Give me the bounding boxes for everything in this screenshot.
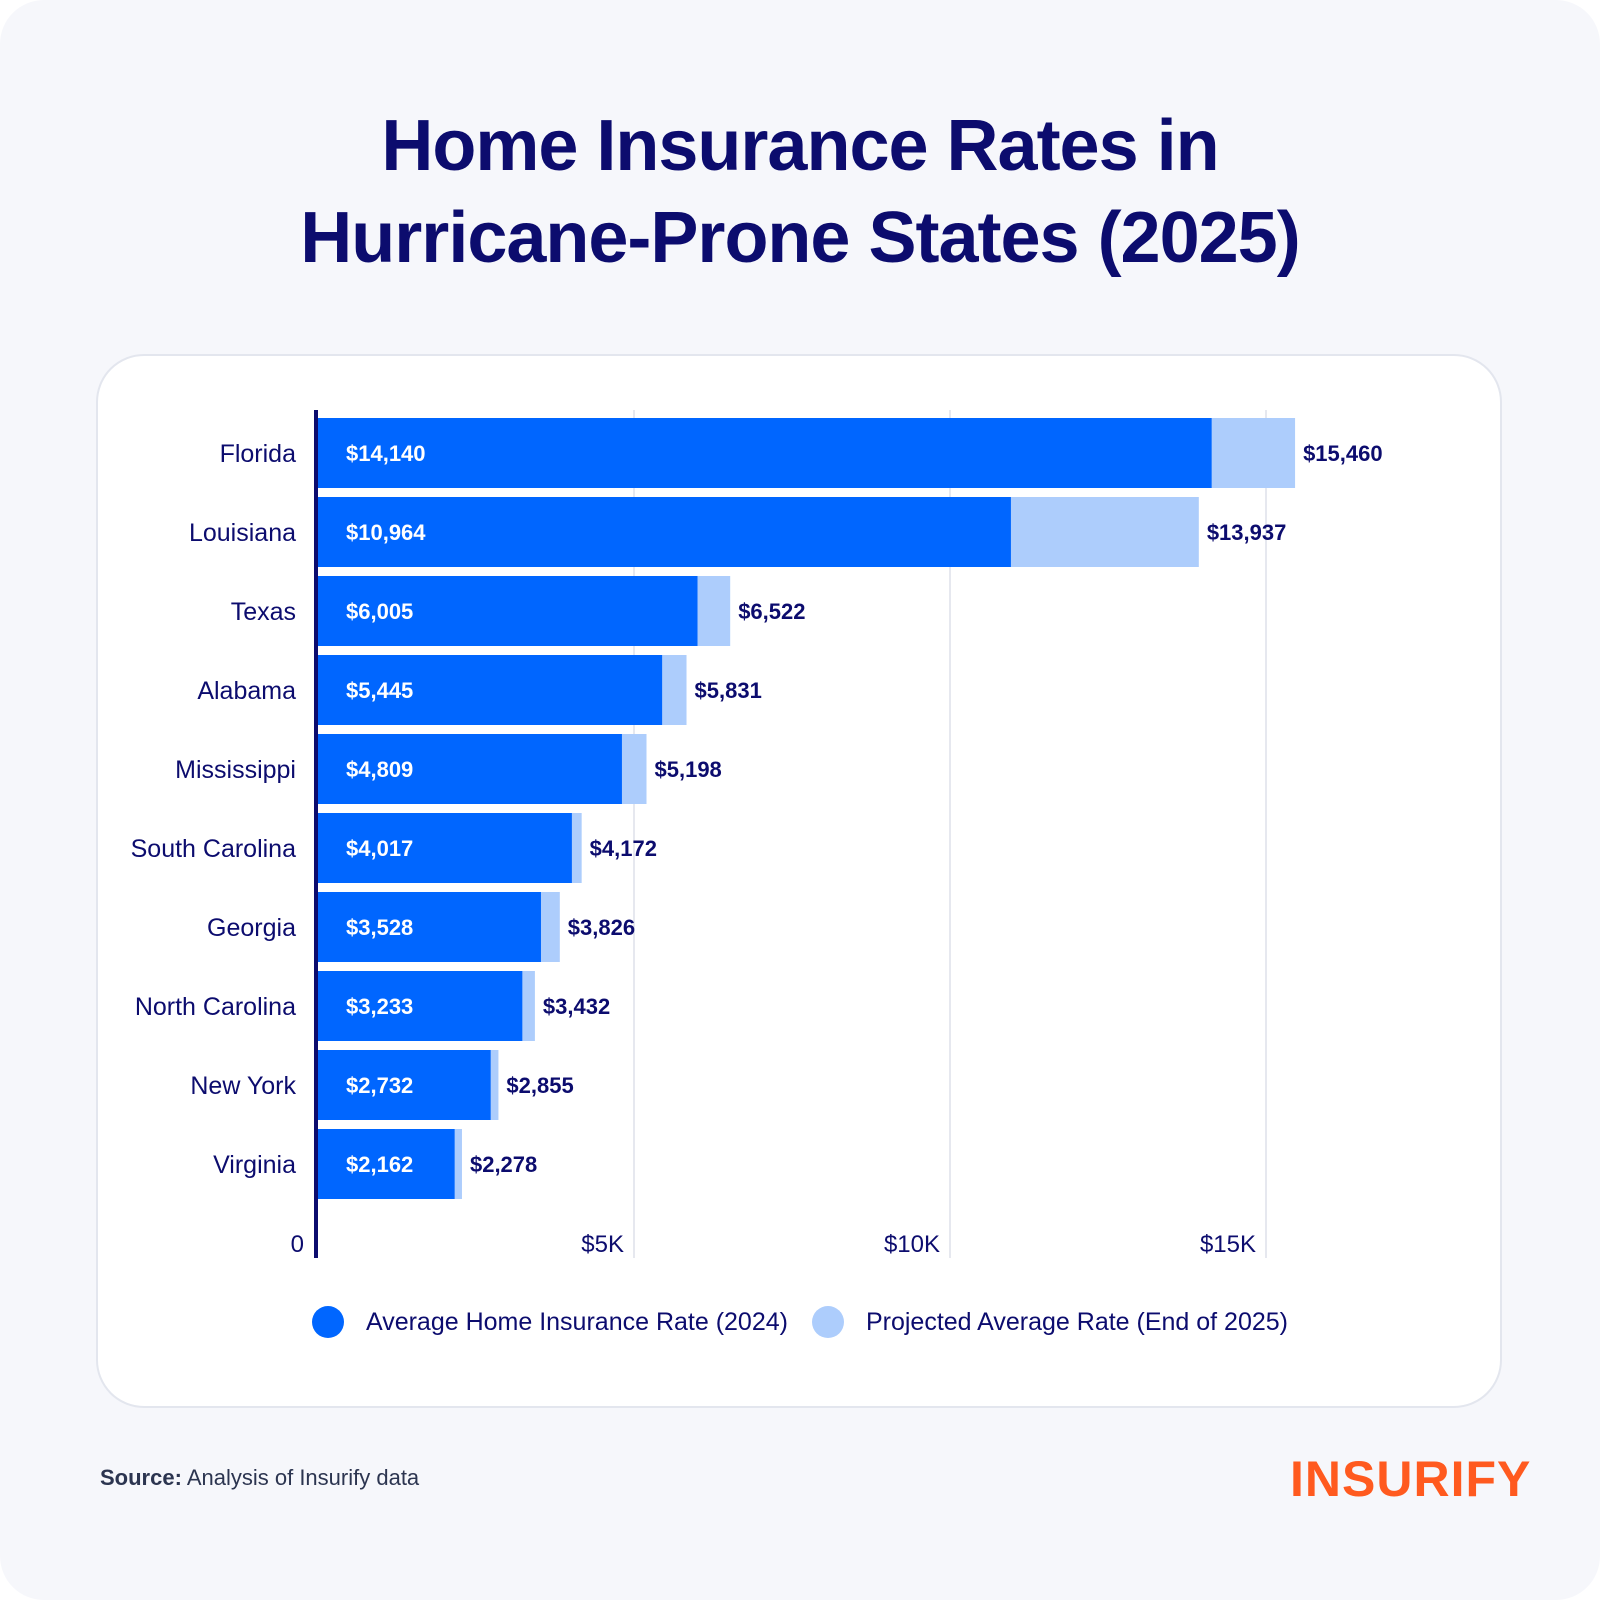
chart-title-line-1: Home Insurance Rates in xyxy=(381,106,1219,186)
data-label-2024: $2,162 xyxy=(346,1152,413,1177)
category-label: Florida xyxy=(220,440,297,468)
bar-2024 xyxy=(318,576,698,646)
data-label-2025: $15,460 xyxy=(1303,441,1383,466)
category-label: Texas xyxy=(231,598,296,626)
legend-item-2025: Projected Average Rate (End of 2025) xyxy=(811,1306,1289,1338)
data-label-2025: $13,937 xyxy=(1207,520,1287,545)
legend-label-2024: Average Home Insurance Rate (2024) xyxy=(365,1307,788,1336)
data-label-2024: $14,140 xyxy=(346,441,426,466)
data-label-2025: $4,172 xyxy=(590,836,657,861)
bar-2024 xyxy=(318,734,622,804)
x-tick-label: $5K xyxy=(581,1231,624,1258)
data-label-2024: $2,732 xyxy=(346,1073,413,1098)
chart-title: Home Insurance Rates in Hurricane-Prone … xyxy=(0,100,1600,284)
legend-item-2024: Average Home Insurance Rate (2024) xyxy=(311,1306,788,1338)
source-label: Source: xyxy=(100,1465,182,1490)
legend-swatch-2024 xyxy=(311,1306,344,1338)
x-tick-label: 0 xyxy=(291,1231,304,1258)
x-tick-label: $15K xyxy=(1200,1231,1256,1258)
insurify-logo: INSURIFY xyxy=(1290,1451,1532,1507)
data-label-2024: $4,017 xyxy=(346,836,413,861)
source-note: Source: Analysis of Insurify data xyxy=(100,1465,419,1491)
legend-swatch-2025 xyxy=(811,1306,844,1338)
bar-2024 xyxy=(318,1050,491,1120)
category-label: Alabama xyxy=(197,677,296,705)
bar-2024 xyxy=(318,813,572,883)
data-label-2024: $5,445 xyxy=(346,678,413,703)
data-label-2025: $5,831 xyxy=(695,678,762,703)
category-label: South Carolina xyxy=(131,835,296,863)
chart-legend: Average Home Insurance Rate (2024) Proje… xyxy=(0,1306,1600,1338)
x-tick-label: $10K xyxy=(884,1231,940,1258)
data-label-2025: $3,432 xyxy=(543,994,610,1019)
data-label-2025: $6,522 xyxy=(738,599,805,624)
bar-2024 xyxy=(318,892,541,962)
category-label: North Carolina xyxy=(135,993,296,1021)
data-label-2024: $10,964 xyxy=(346,520,426,545)
bar-2024 xyxy=(318,497,1011,567)
data-label-2024: $6,005 xyxy=(346,599,413,624)
data-label-2025: $2,278 xyxy=(470,1152,537,1177)
source-text: Analysis of Insurify data xyxy=(186,1465,420,1490)
category-label: Louisiana xyxy=(189,519,296,547)
bar-2024 xyxy=(318,655,663,725)
data-label-2025: $3,826 xyxy=(568,915,635,940)
data-label-2025: $5,198 xyxy=(655,757,722,782)
data-label-2025: $2,855 xyxy=(506,1073,573,1098)
chart-title-line-2: Hurricane-Prone States (2025) xyxy=(300,198,1300,278)
category-label: Virginia xyxy=(213,1151,296,1179)
bar-2024 xyxy=(318,971,523,1041)
category-label: New York xyxy=(190,1072,296,1100)
legend-label-2025: Projected Average Rate (End of 2025) xyxy=(865,1307,1289,1336)
bar-2024 xyxy=(318,1129,455,1199)
bar-2024 xyxy=(318,418,1212,488)
category-label: Georgia xyxy=(207,914,296,942)
data-label-2024: $3,233 xyxy=(346,994,413,1019)
data-label-2024: $4,809 xyxy=(346,757,413,782)
category-label: Mississippi xyxy=(175,756,296,784)
data-label-2024: $3,528 xyxy=(346,915,413,940)
